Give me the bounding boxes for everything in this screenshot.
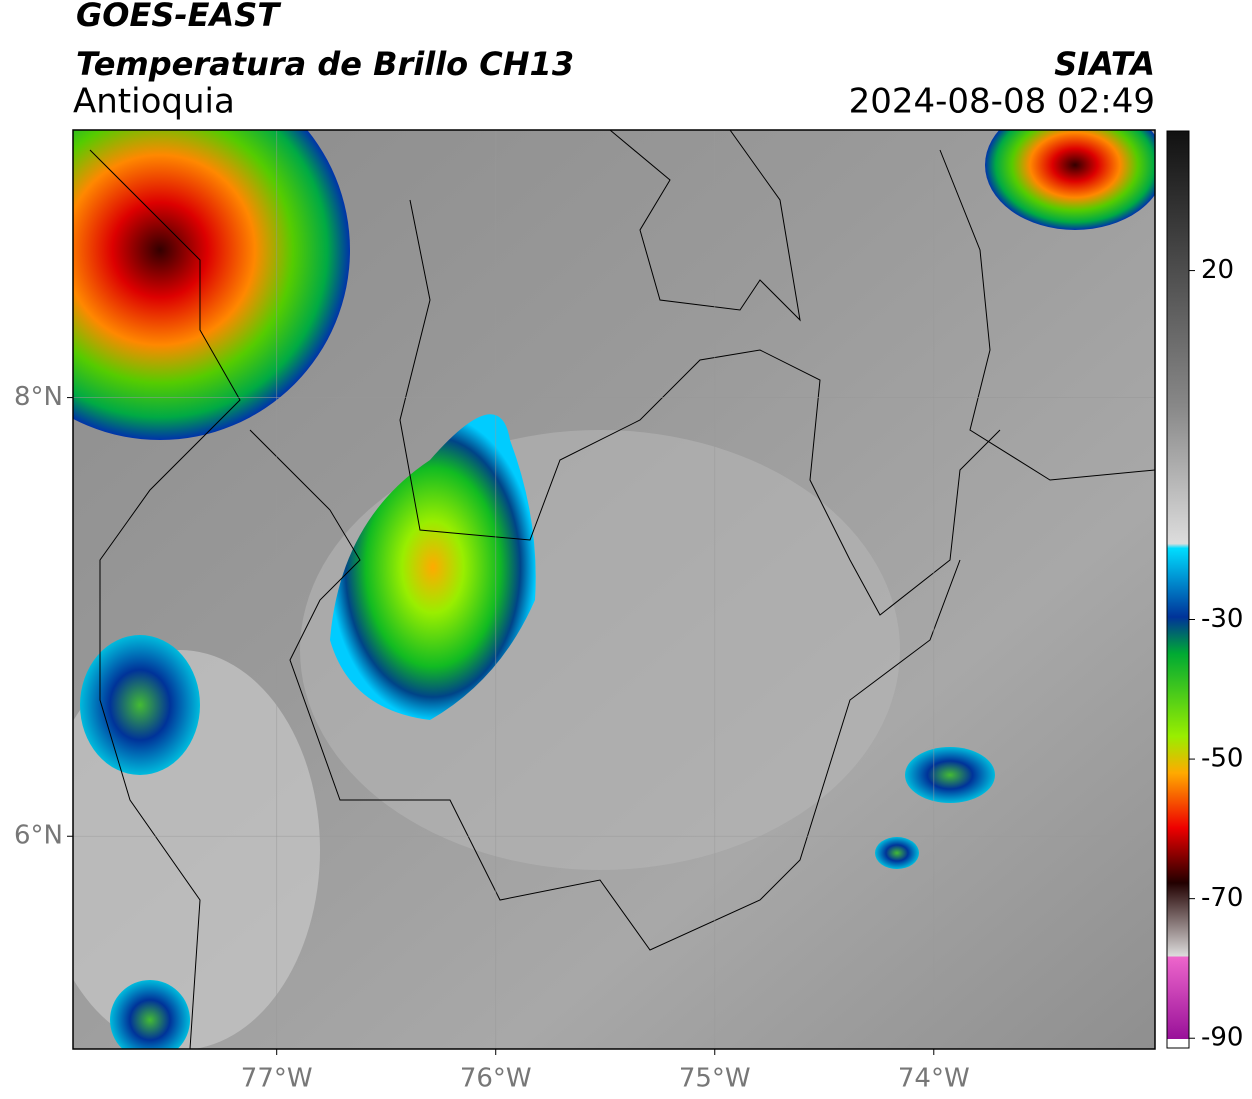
x-tick-label: 75°W	[679, 1064, 751, 1094]
colorbar-tick-label: -50	[1201, 744, 1243, 774]
border	[939, 149, 1155, 481]
product: Temperatura de Brillo CH13	[76, 45, 574, 83]
border	[399, 199, 1001, 616]
convection	[330, 414, 536, 720]
map-image	[73, 130, 1155, 1049]
border	[249, 429, 961, 951]
y-tick-label: 6°N	[14, 821, 63, 851]
x-tick-label: 77°W	[241, 1064, 313, 1094]
colorbar-tick-label: -30	[1201, 604, 1243, 634]
source: GOES-EAST	[76, 0, 281, 34]
colorbar-tick-label: 20	[1201, 255, 1234, 285]
convection	[110, 980, 190, 1049]
convection	[875, 837, 919, 869]
colorbar	[1166, 130, 1190, 1049]
convection	[73, 130, 350, 440]
convection	[905, 747, 995, 803]
colorbar-tick-label: -90	[1201, 1023, 1243, 1053]
x-tick-label: 76°W	[460, 1064, 532, 1094]
map-frame	[72, 129, 1156, 1050]
agency: SIATA	[1054, 45, 1155, 83]
convection	[985, 130, 1155, 230]
grid	[73, 130, 1155, 1049]
convection	[80, 635, 200, 775]
coastline	[89, 149, 241, 1049]
border	[609, 130, 801, 322]
colorbar-tick-label: -70	[1201, 883, 1243, 913]
datetime: 2024-08-08 02:49	[849, 82, 1155, 122]
y-tick-label: 8°N	[14, 382, 63, 412]
region: Antioquia	[73, 82, 235, 122]
x-tick-label: 74°W	[898, 1064, 970, 1094]
